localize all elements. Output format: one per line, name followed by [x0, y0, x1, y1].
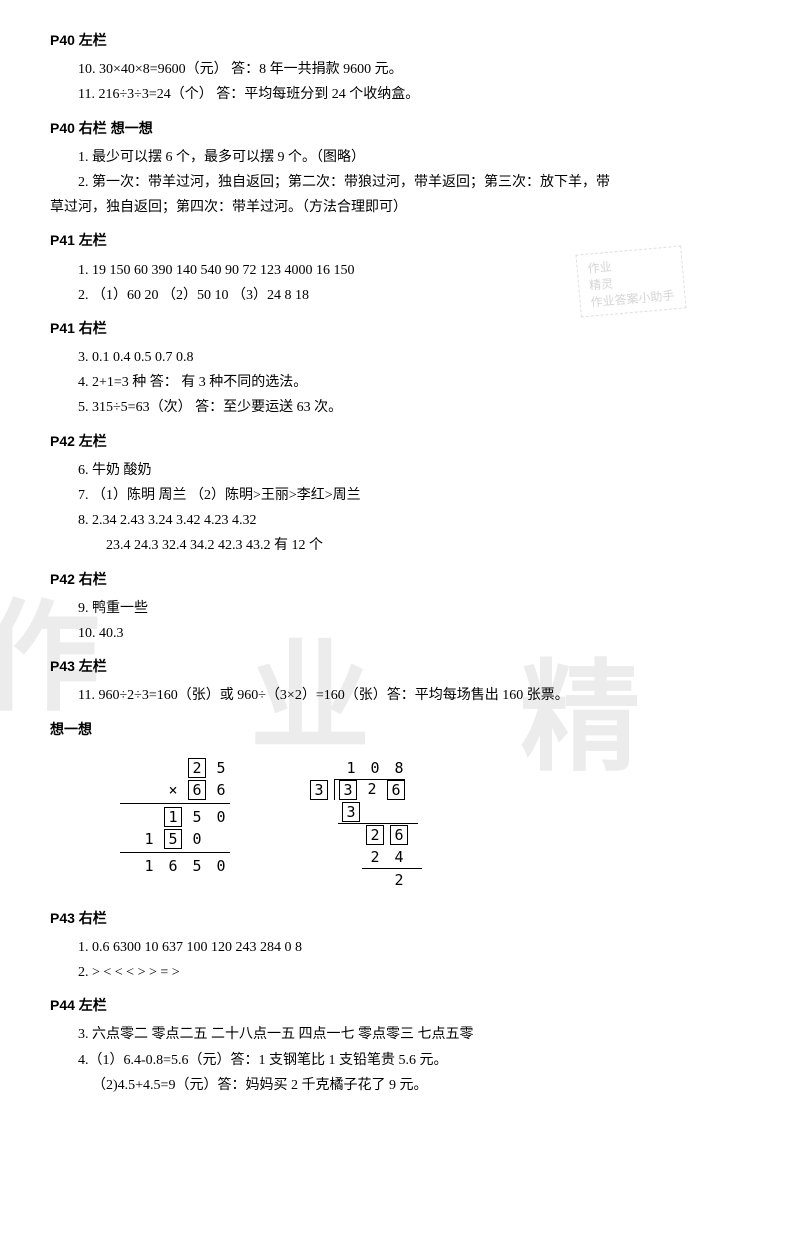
- mult-r2-c2: 6: [212, 781, 230, 799]
- div-s3-1: 4: [390, 848, 408, 866]
- p43-right-q1: 1. 0.6 6300 10 637 100 120 243 284 0 8: [78, 935, 754, 960]
- div-s4-0: 2: [390, 871, 408, 889]
- p43-right-q2: 2. > < < < > > = >: [78, 960, 754, 985]
- div-s2-1: 6: [390, 825, 408, 845]
- mult-r1-c1: 2: [188, 758, 206, 778]
- division-diagram: 1 0 8 3 3 2 6 3 2 6 2 4: [310, 757, 422, 891]
- math-diagrams: 2 5 × 6 6 1 5 0 1 5 0 1 6: [110, 757, 754, 891]
- div-q2: 8: [390, 759, 408, 777]
- p41-left-q1: 1. 19 150 60 390 140 540 90 72 123 4000 …: [78, 258, 754, 283]
- p40-left-q11: 11. 216÷3÷3=24（个） 答：平均每班分到 24 个收纳盒。: [78, 82, 754, 107]
- mult-r5-c1: 6: [164, 857, 182, 875]
- mult-r5-c3: 0: [212, 857, 230, 875]
- heading-p42-left: P42 左栏: [50, 429, 754, 454]
- p42-right-q10: 10. 40.3: [78, 621, 754, 646]
- div-q0: 1: [342, 759, 360, 777]
- p42-left-q7: 7. （1）陈明 周兰 （2）陈明>王丽>李红>周兰: [78, 483, 754, 508]
- p42-right-q9: 9. 鸭重一些: [78, 596, 754, 621]
- div-s1-0: 3: [342, 802, 360, 822]
- div-dividend-0: 3: [339, 780, 357, 800]
- heading-p41-left: P41 左栏: [50, 228, 754, 253]
- heading-p42-right: P42 右栏: [50, 567, 754, 592]
- mult-r4-c0: 1: [140, 830, 158, 848]
- mult-r4-c1: 5: [164, 829, 182, 849]
- p44-left-q4b: （2)4.5+4.5=9（元）答：妈妈买 2 千克橘子花了 9 元。: [92, 1073, 754, 1098]
- div-divisor: 3: [310, 780, 328, 800]
- p41-right-q3: 3. 0.1 0.4 0.5 0.7 0.8: [78, 345, 754, 370]
- mult-r3-c0: 1: [164, 807, 182, 827]
- p42-left-q6: 6. 牛奶 酸奶: [78, 458, 754, 483]
- div-q1: 0: [366, 759, 384, 777]
- p44-left-q3: 3. 六点零二 零点二五 二十八点一五 四点一七 零点零三 七点五零: [78, 1022, 754, 1047]
- mult-line-2: [120, 852, 230, 853]
- mult-r2-c0: ×: [164, 781, 182, 799]
- heading-think: 想一想: [50, 717, 754, 742]
- heading-p43-left: P43 左栏: [50, 654, 754, 679]
- p41-right-q5: 5. 315÷5=63（次） 答：至少要运送 63 次。: [78, 395, 754, 420]
- mult-r4-c2: 0: [188, 830, 206, 848]
- document-content: P40 左栏 10. 30×40×8=9600（元） 答：8 年一共捐款 960…: [50, 28, 754, 1098]
- heading-p40-right: P40 右栏 想一想: [50, 116, 754, 141]
- mult-r1-c2: 5: [212, 759, 230, 777]
- p43-left-q11: 11. 960÷2÷3=160（张）或 960÷（3×2）=160（张）答：平均…: [78, 683, 754, 708]
- p40-left-q10: 10. 30×40×8=9600（元） 答：8 年一共捐款 9600 元。: [78, 57, 754, 82]
- heading-p43-right: P43 右栏: [50, 906, 754, 931]
- heading-p41-right: P41 右栏: [50, 316, 754, 341]
- p42-left-q8b: 23.4 24.3 32.4 34.2 42.3 43.2 有 12 个: [106, 533, 754, 558]
- div-s2-0: 2: [366, 825, 384, 845]
- div-dividend-1: 2: [363, 780, 381, 800]
- p40-right-q2a: 2. 第一次：带羊过河，独自返回；第二次：带狼过河，带羊返回；第三次：放下羊，带: [78, 170, 754, 195]
- mult-line-1: [120, 803, 230, 804]
- p41-left-q2: 2. （1）60 20 （2）50 10 （3）24 8 18: [78, 283, 754, 308]
- mult-r5-c2: 5: [188, 857, 206, 875]
- mult-r3-c2: 0: [212, 808, 230, 826]
- p40-right-q1: 1. 最少可以摆 6 个，最多可以摆 9 个。（图略）: [78, 145, 754, 170]
- mult-r5-c0: 1: [140, 857, 158, 875]
- div-dividend-2: 6: [387, 780, 405, 800]
- p44-left-q4a: 4.（1）6.4-0.8=5.6（元）答：1 支钢笔比 1 支铅笔贵 5.6 元…: [78, 1048, 754, 1073]
- mult-r3-c1: 5: [188, 808, 206, 826]
- mult-r2-c1: 6: [188, 780, 206, 800]
- multiplication-diagram: 2 5 × 6 6 1 5 0 1 5 0 1 6: [110, 757, 230, 891]
- p40-right-q2b: 草过河，独自返回；第四次：带羊过河。（方法合理即可）: [50, 195, 754, 220]
- p41-right-q4: 4. 2+1=3 种 答： 有 3 种不同的选法。: [78, 370, 754, 395]
- div-s3-0: 2: [366, 848, 384, 866]
- heading-p44-left: P44 左栏: [50, 993, 754, 1018]
- p42-left-q8a: 8. 2.34 2.43 3.24 3.42 4.23 4.32: [78, 508, 754, 533]
- heading-p40-left: P40 左栏: [50, 28, 754, 53]
